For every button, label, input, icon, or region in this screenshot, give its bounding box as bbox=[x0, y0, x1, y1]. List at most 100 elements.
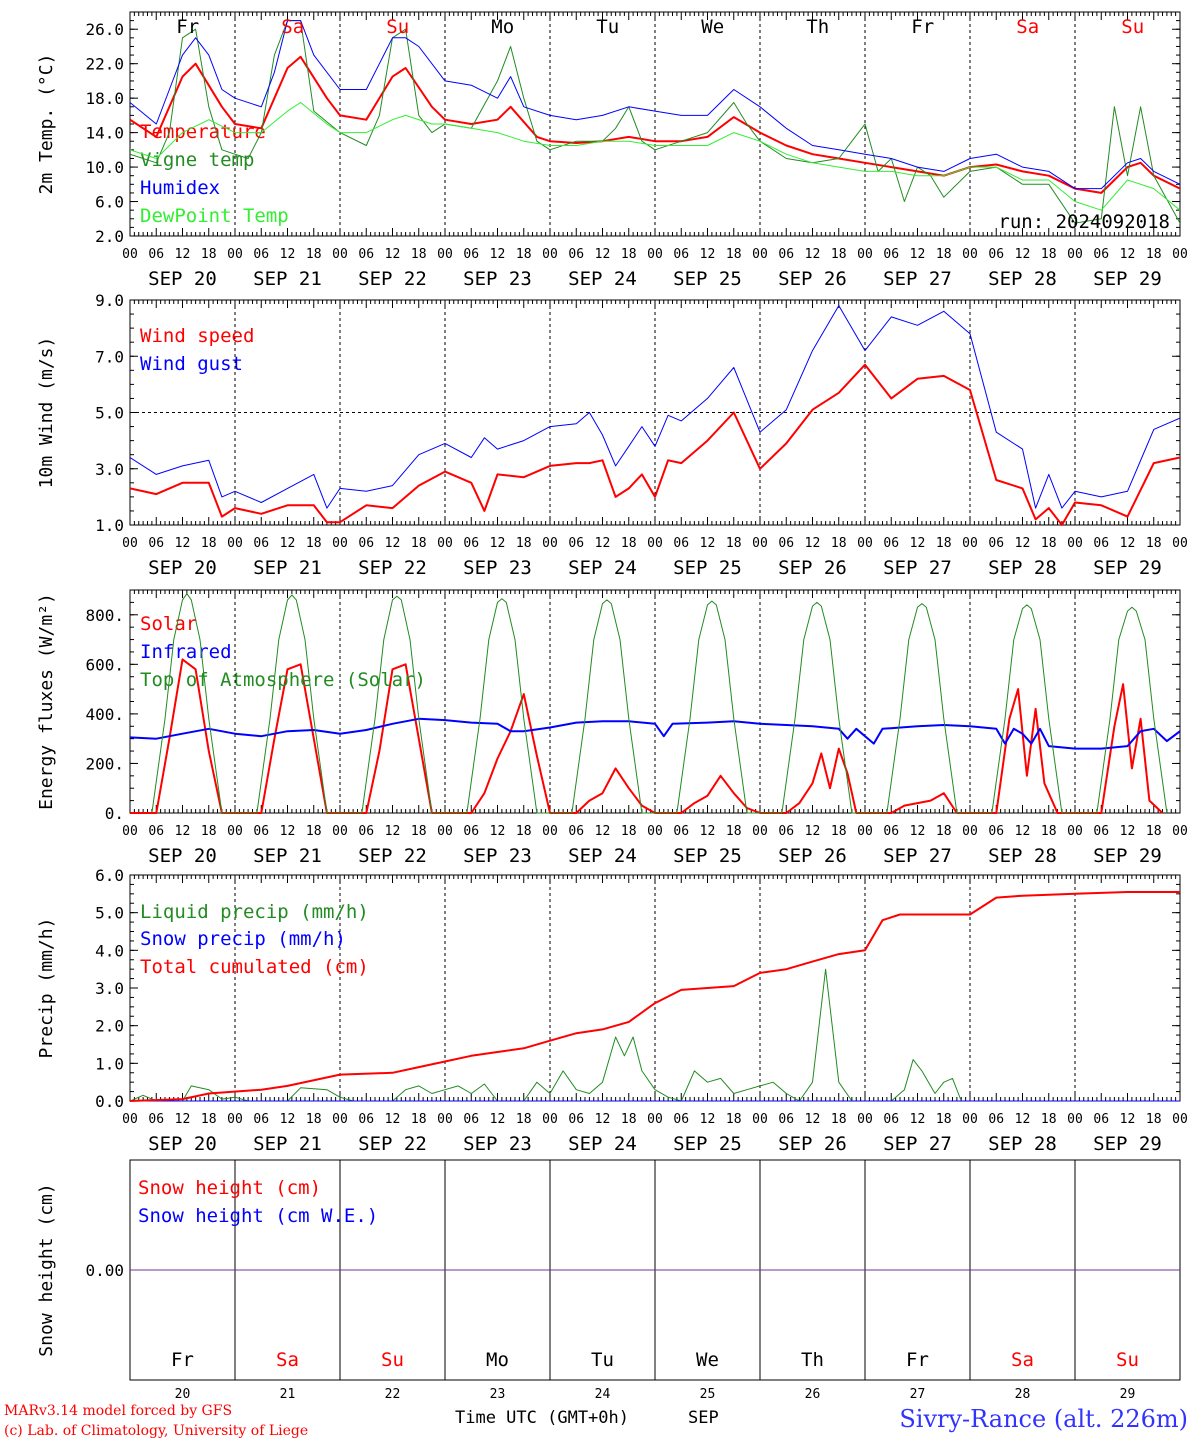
hour-tick-label: 12 bbox=[1120, 1112, 1136, 1127]
date-axis-label: SEP 28 bbox=[988, 268, 1057, 290]
hour-tick-label: 18 bbox=[831, 1112, 847, 1127]
hour-tick-label: 18 bbox=[726, 1112, 742, 1127]
hour-tick-label: 18 bbox=[831, 824, 847, 839]
hour-tick-label: 06 bbox=[148, 1112, 164, 1127]
date-axis-label: SEP 28 bbox=[988, 845, 1057, 867]
hour-tick-label: 18 bbox=[936, 536, 952, 551]
y-tick-label: 5.0 bbox=[95, 904, 124, 923]
panel-5: 0.00 Snow height (cm) Snow height (cm) Snow… bbox=[36, 1159, 1181, 1402]
day-name-top: Fr bbox=[911, 16, 934, 38]
hour-tick-label: 06 bbox=[568, 536, 584, 551]
day-name-bottom: Sa bbox=[1011, 1349, 1034, 1371]
hour-tick-label: 00 bbox=[1067, 536, 1083, 551]
footer-model-line: MARv3.14 model forced by GFS bbox=[4, 1403, 232, 1419]
hour-tick-label: 06 bbox=[253, 247, 269, 262]
hour-tick-label: 00 bbox=[542, 247, 558, 262]
hour-tick-label: 00 bbox=[962, 824, 978, 839]
date-axis-label: SEP 29 bbox=[1093, 268, 1162, 290]
hour-tick-label: 06 bbox=[463, 1112, 479, 1127]
hour-tick-label: 00 bbox=[752, 1112, 768, 1127]
hour-tick-label: 12 bbox=[385, 536, 401, 551]
y-tick-label: 4.0 bbox=[95, 941, 124, 960]
hour-tick-label: 00 bbox=[227, 247, 243, 262]
hour-tick-label: 18 bbox=[201, 824, 217, 839]
hour-tick-label: 18 bbox=[411, 247, 427, 262]
hour-tick-label: 06 bbox=[778, 1112, 794, 1127]
hour-tick-label: 12 bbox=[490, 1112, 506, 1127]
day-name-bottom: Th bbox=[801, 1349, 824, 1371]
hour-tick-label: 00 bbox=[647, 536, 663, 551]
hour-tick-label: 00 bbox=[857, 824, 873, 839]
y-tick-label: 10.0 bbox=[85, 158, 124, 177]
y-tick-label: 200. bbox=[85, 754, 124, 773]
hour-tick-label: 06 bbox=[883, 1112, 899, 1127]
series-line-dewpoint-temp bbox=[130, 102, 1180, 211]
hour-tick-label: 12 bbox=[700, 247, 716, 262]
y-tick-label: 5.0 bbox=[95, 404, 124, 423]
date-axis-label: SEP 23 bbox=[463, 845, 532, 867]
date-axis-label: SEP 26 bbox=[778, 845, 847, 867]
hour-tick-label: 06 bbox=[358, 536, 374, 551]
hour-tick-label: 18 bbox=[516, 824, 532, 839]
y-tick-label: 0.00 bbox=[85, 1261, 124, 1280]
y-tick-label: 18.0 bbox=[85, 89, 124, 108]
hour-tick-label: 18 bbox=[1146, 536, 1162, 551]
hour-tick-label: 06 bbox=[778, 536, 794, 551]
series-line-temperature bbox=[130, 55, 1180, 194]
hour-tick-label: 12 bbox=[490, 824, 506, 839]
y-tick-label: 6.0 bbox=[95, 193, 124, 212]
legend-entry: Snow height (cm W.E.) bbox=[138, 1205, 378, 1227]
date-axis-label: SEP 27 bbox=[883, 268, 952, 290]
y-tick-label: 800. bbox=[85, 606, 124, 625]
day-name-top: Th bbox=[806, 16, 829, 38]
hour-tick-label: 18 bbox=[936, 824, 952, 839]
hour-tick-label: 12 bbox=[700, 536, 716, 551]
hour-tick-label: 18 bbox=[201, 247, 217, 262]
hour-tick-label: 06 bbox=[673, 824, 689, 839]
hour-tick-label: 00 bbox=[857, 536, 873, 551]
hour-tick-label: 18 bbox=[306, 536, 322, 551]
hour-tick-label: 12 bbox=[385, 824, 401, 839]
hour-tick-label: 06 bbox=[988, 1112, 1004, 1127]
panel-1: 2.0 6.0 10.0 14.0 18.0 22.0 26.0 2m Temp. (°C) T… bbox=[36, 11, 1188, 290]
hour-tick-label: 00 bbox=[332, 1112, 348, 1127]
day-name-bottom: Fr bbox=[906, 1349, 929, 1371]
legend-entry: Total cumulated (cm) bbox=[140, 956, 369, 978]
day-date-bottom: 26 bbox=[805, 1387, 821, 1402]
y-tick-label: 1.0 bbox=[95, 1054, 124, 1073]
y-axis-label: 10m Wind (m/s) bbox=[36, 337, 57, 489]
series-line-wind-gust bbox=[130, 305, 1180, 509]
hour-tick-label: 18 bbox=[1146, 824, 1162, 839]
hour-tick-label: 18 bbox=[411, 536, 427, 551]
hour-tick-label: 06 bbox=[463, 824, 479, 839]
hour-tick-label: 00 bbox=[332, 824, 348, 839]
y-tick-label: 2.0 bbox=[95, 227, 124, 246]
date-axis-label: SEP 28 bbox=[988, 1133, 1057, 1155]
date-axis-label: SEP 27 bbox=[883, 1133, 952, 1155]
date-axis-label: SEP 21 bbox=[253, 268, 322, 290]
date-axis-label: SEP 27 bbox=[883, 845, 952, 867]
date-axis-label: SEP 22 bbox=[358, 268, 427, 290]
hour-tick-label: 12 bbox=[595, 536, 611, 551]
day-date-bottom: 27 bbox=[910, 1387, 926, 1402]
hour-tick-label: 00 bbox=[437, 824, 453, 839]
series-line-total-cumulated-cm- bbox=[130, 891, 1180, 1102]
y-axis-label: Energy fluxes (W/m²) bbox=[36, 593, 57, 810]
legend-entry: Humidex bbox=[140, 177, 220, 199]
hour-tick-label: 00 bbox=[542, 1112, 558, 1127]
hour-tick-label: 18 bbox=[621, 1112, 637, 1127]
hour-tick-label: 12 bbox=[175, 247, 191, 262]
hour-tick-label: 00 bbox=[227, 536, 243, 551]
day-date-bottom: 28 bbox=[1015, 1387, 1031, 1402]
hour-tick-label: 00 bbox=[332, 536, 348, 551]
hour-tick-label: 00 bbox=[647, 1112, 663, 1127]
hour-tick-label: 00 bbox=[1067, 247, 1083, 262]
hour-tick-label: 06 bbox=[1093, 536, 1109, 551]
day-name-bottom: Sa bbox=[276, 1349, 299, 1371]
hour-tick-label: 18 bbox=[936, 247, 952, 262]
hour-tick-label: 12 bbox=[1015, 824, 1031, 839]
y-tick-label: 0. bbox=[105, 804, 124, 823]
date-axis-label: SEP 29 bbox=[1093, 557, 1162, 579]
day-date-bottom: 29 bbox=[1120, 1387, 1136, 1402]
